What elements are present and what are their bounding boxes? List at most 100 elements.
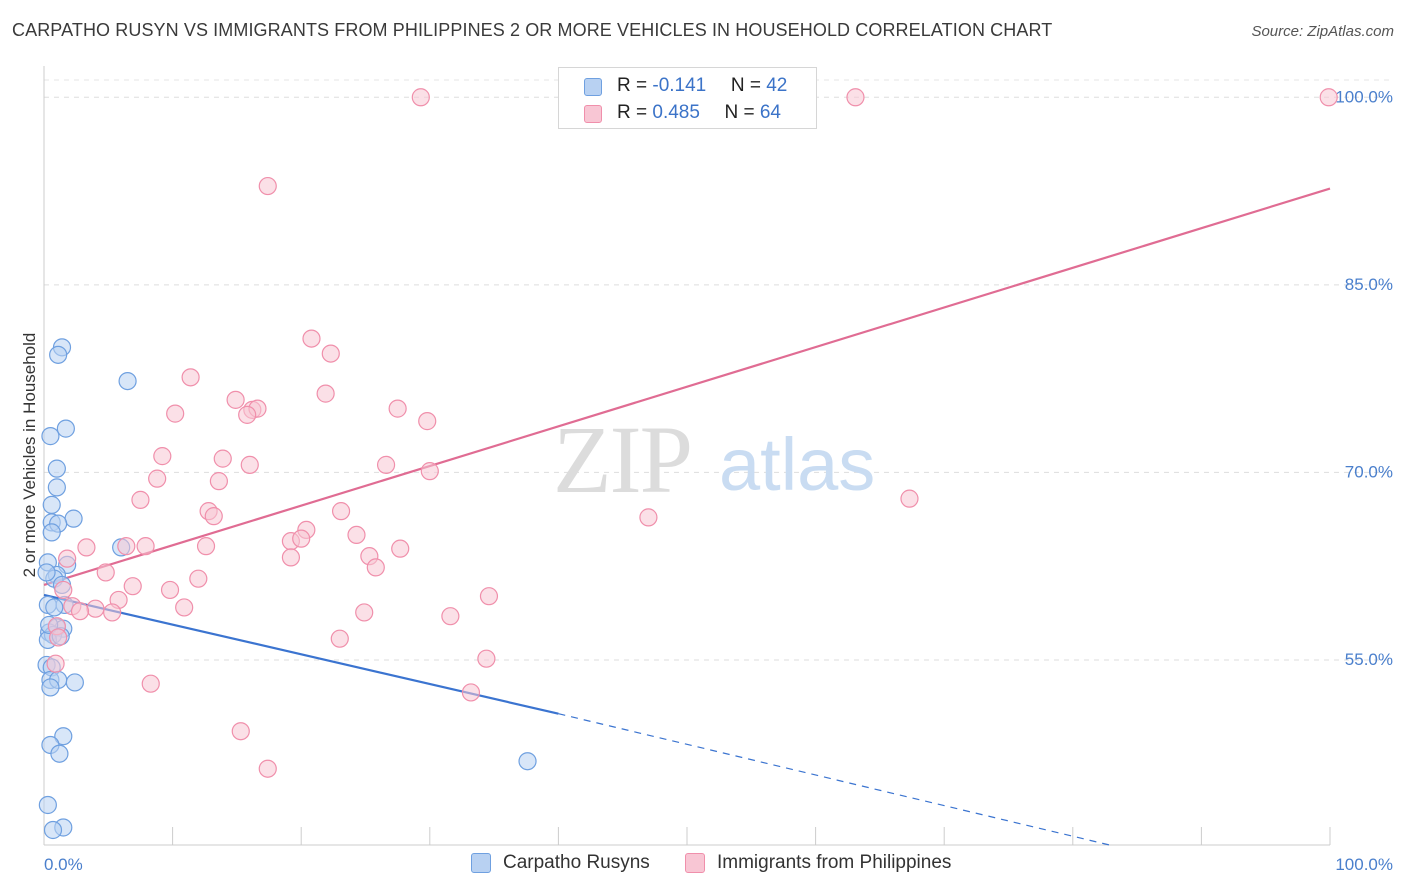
- data-point: [43, 820, 63, 840]
- data-point: [321, 344, 340, 363]
- trend-lines: [43, 187, 1331, 846]
- data-point: [420, 462, 439, 481]
- data-point: [153, 447, 172, 466]
- data-point: [166, 404, 185, 423]
- legend-n-value-philippines: 64: [759, 102, 781, 123]
- data-point: [366, 558, 385, 577]
- data-point: [37, 563, 56, 582]
- data-point: [281, 548, 301, 567]
- data-point: [103, 603, 122, 622]
- x-tick-label-max: 100.0%: [1335, 855, 1393, 874]
- data-point: [41, 427, 60, 446]
- data-point: [58, 549, 77, 568]
- data-point: [117, 537, 136, 556]
- data-point: [461, 683, 481, 702]
- data-point: [204, 507, 223, 526]
- data-point: [181, 368, 200, 387]
- data-point: [518, 752, 537, 771]
- bottom-legend-swatch-philippines: [685, 853, 705, 873]
- data-point: [45, 598, 64, 617]
- watermark: ZIP atlas: [553, 406, 875, 513]
- chart-source: Source: ZipAtlas.com: [1251, 23, 1394, 40]
- data-point: [56, 419, 75, 438]
- x-tick-label-min: 0.0%: [44, 855, 83, 874]
- data-point: [70, 602, 90, 621]
- legend-n-label: N =: [724, 102, 760, 123]
- data-point: [123, 577, 142, 596]
- data-point: [240, 455, 259, 474]
- data-point: [388, 399, 407, 418]
- data-point: [50, 744, 69, 763]
- x-tick-labels: 0.0% 100.0%: [44, 855, 1393, 874]
- data-point: [38, 795, 57, 815]
- y-axis-title: 2 or more Vehicles in Household: [20, 333, 39, 578]
- data-point: [49, 628, 68, 647]
- series-carpatho-rusyns: [37, 338, 537, 840]
- y-tick-label: 100.0%: [1335, 87, 1393, 106]
- data-point: [175, 598, 194, 617]
- data-point: [64, 509, 83, 528]
- legend-r-label: R =: [617, 102, 653, 123]
- data-point: [258, 176, 277, 196]
- data-point: [41, 678, 60, 697]
- data-point: [47, 478, 66, 497]
- data-point: [347, 525, 366, 545]
- data-point: [441, 607, 460, 626]
- data-point: [160, 580, 180, 600]
- y-tick-label: 85.0%: [1345, 275, 1393, 294]
- chart-title: CARPATHO RUSYN VS IMMIGRANTS FROM PHILIP…: [12, 20, 1053, 40]
- bottom-legend-label-philippines: Immigrants from Philippines: [717, 852, 952, 873]
- data-point: [391, 539, 410, 558]
- data-point: [302, 329, 321, 348]
- data-point: [479, 587, 499, 606]
- y-tick-labels: 55.0% 70.0% 85.0% 100.0%: [1335, 87, 1393, 669]
- svg-text:atlas: atlas: [719, 423, 875, 506]
- legend-n-value-rusyn: 42: [766, 75, 788, 96]
- legend-swatch-philippines: [584, 105, 602, 123]
- data-point: [86, 599, 105, 618]
- data-point: [54, 727, 73, 746]
- data-point: [54, 580, 73, 600]
- data-point: [209, 472, 228, 491]
- data-point: [846, 88, 865, 107]
- data-point: [238, 405, 257, 424]
- data-point: [189, 569, 208, 588]
- data-point: [42, 495, 61, 514]
- data-point: [47, 459, 66, 478]
- data-point: [292, 529, 311, 548]
- legend-r-label: R =: [617, 75, 653, 96]
- bottom-legend-swatch-rusyn: [471, 853, 491, 873]
- legend-swatch-rusyn: [584, 78, 602, 96]
- x-tick-marks: [43, 827, 1331, 845]
- data-point: [77, 538, 96, 557]
- data-point: [141, 674, 160, 693]
- data-point: [46, 654, 65, 673]
- legend-r-value-philippines: 0.485: [652, 102, 700, 123]
- data-point: [196, 537, 216, 556]
- data-point: [330, 629, 349, 648]
- data-point: [376, 455, 396, 474]
- svg-text:ZIP: ZIP: [553, 406, 691, 513]
- data-point: [49, 345, 68, 364]
- y-tick-label: 55.0%: [1345, 650, 1393, 669]
- data-point: [477, 649, 496, 668]
- data-point: [42, 523, 61, 542]
- data-point: [639, 508, 658, 527]
- y-tick-label: 70.0%: [1345, 462, 1393, 481]
- data-point: [213, 449, 232, 468]
- data-point: [226, 390, 245, 409]
- data-points: [37, 88, 1338, 840]
- data-point: [118, 372, 137, 391]
- data-point: [900, 489, 919, 508]
- data-point: [331, 502, 351, 521]
- trend-line-philippines: [43, 187, 1331, 586]
- data-point: [96, 563, 115, 582]
- data-point: [418, 412, 437, 431]
- legend-r-value-rusyn: -0.141: [652, 75, 707, 96]
- data-point: [131, 490, 150, 509]
- legend-n-label: N =: [730, 75, 767, 96]
- series-immigrants-philippines: [46, 88, 1338, 778]
- data-point: [316, 384, 335, 403]
- data-point: [411, 88, 430, 107]
